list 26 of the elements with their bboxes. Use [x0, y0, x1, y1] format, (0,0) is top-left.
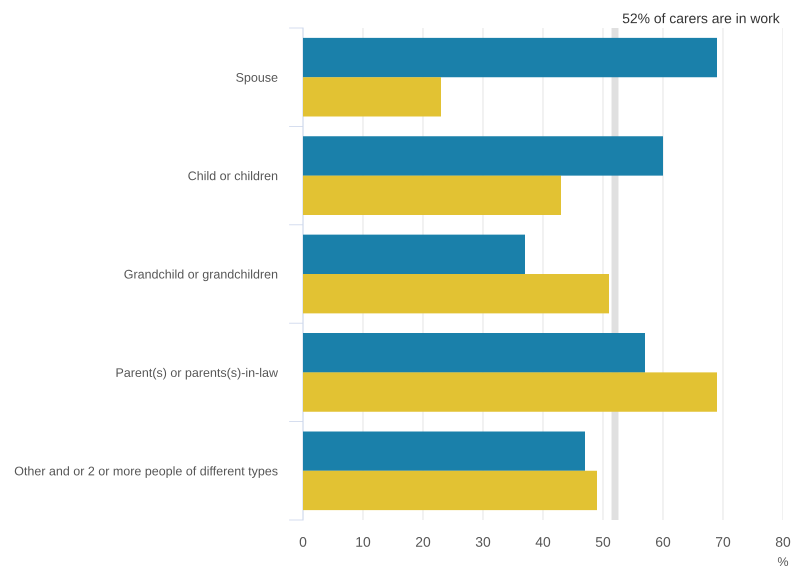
y-tick-label: Child or children	[188, 171, 278, 180]
bar	[303, 77, 441, 117]
x-tick-label: 20	[416, 537, 430, 547]
ref-line-label: 52% of carers are in work	[622, 13, 780, 24]
x-tick-label: 40	[536, 537, 550, 547]
bar	[303, 431, 585, 471]
bar	[303, 38, 717, 78]
x-tick-label: 0	[300, 537, 306, 547]
bar	[303, 136, 663, 176]
y-tick-label: Parent(s) or parents(s)-in-law	[116, 368, 278, 380]
bar	[303, 274, 609, 314]
x-axis-title: %	[778, 557, 788, 566]
bar	[303, 176, 561, 215]
bar	[303, 372, 717, 412]
bar	[303, 234, 525, 274]
bar	[303, 333, 645, 372]
y-tick-label: Spouse	[236, 73, 278, 84]
x-tick-label: 60	[656, 537, 670, 547]
bar	[303, 470, 597, 510]
x-tick-label: 10	[356, 537, 370, 547]
x-tick-label: 80	[776, 537, 790, 547]
x-tick-label: 30	[476, 537, 490, 547]
x-tick-label: 70	[716, 537, 730, 547]
x-tick-label: 50	[596, 537, 610, 547]
y-tick-label: Grandchild or grandchildren	[124, 269, 278, 282]
y-tick-label: Other and or 2 or more people of different types	[14, 466, 278, 478]
